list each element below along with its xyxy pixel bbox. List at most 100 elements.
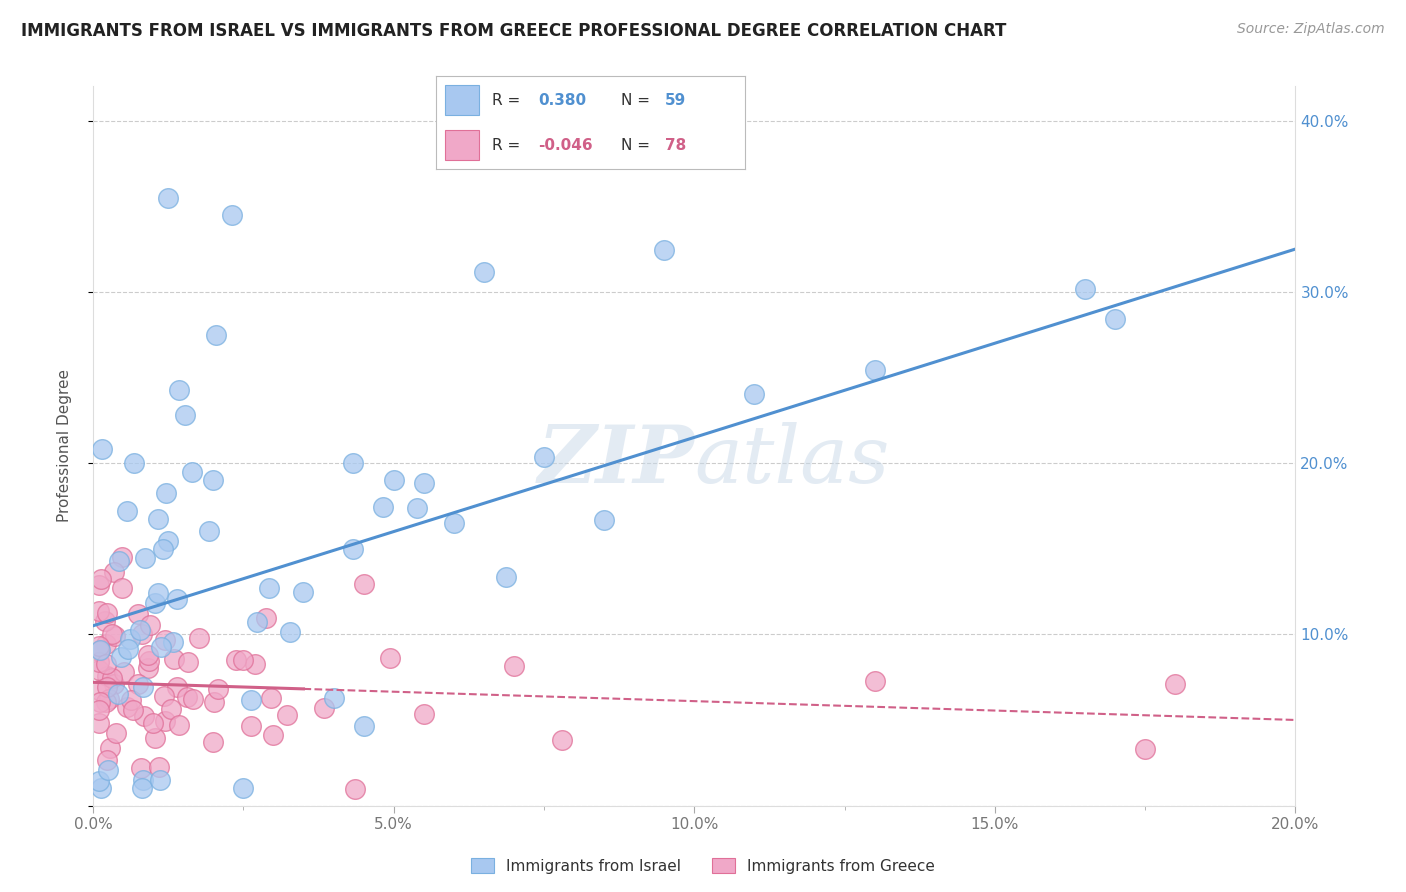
Text: IMMIGRANTS FROM ISRAEL VS IMMIGRANTS FROM GREECE PROFESSIONAL DEGREE CORRELATION: IMMIGRANTS FROM ISRAEL VS IMMIGRANTS FRO… <box>21 22 1007 40</box>
Point <box>472 265 495 279</box>
FancyBboxPatch shape <box>446 130 479 160</box>
Point <box>87 716 110 731</box>
Point <box>863 673 886 688</box>
Text: N =: N = <box>621 93 651 108</box>
Point <box>114 665 136 679</box>
Point <box>129 761 152 775</box>
Point <box>97 692 120 706</box>
Point <box>87 639 110 653</box>
Point <box>863 363 886 377</box>
Point <box>94 615 117 629</box>
Point <box>240 693 263 707</box>
Point <box>378 651 401 665</box>
Point <box>117 641 139 656</box>
Point <box>87 655 110 669</box>
Point <box>181 692 204 706</box>
Point <box>107 687 129 701</box>
Point <box>353 577 375 591</box>
Point <box>177 655 200 669</box>
Point <box>104 726 127 740</box>
Point <box>155 485 177 500</box>
Point <box>322 690 344 705</box>
Point <box>136 660 159 674</box>
Point <box>96 753 118 767</box>
Point <box>96 680 118 694</box>
Point <box>239 719 262 733</box>
Point <box>148 760 170 774</box>
Point <box>131 627 153 641</box>
Point <box>122 703 145 717</box>
Point <box>143 731 166 745</box>
Point <box>136 648 159 662</box>
Point <box>188 631 211 645</box>
Point <box>406 501 429 516</box>
Point <box>159 702 181 716</box>
Y-axis label: Professional Degree: Professional Degree <box>58 369 72 523</box>
Point <box>181 465 204 479</box>
Point <box>117 699 139 714</box>
Point <box>245 657 267 671</box>
Point <box>132 681 155 695</box>
Point <box>139 618 162 632</box>
Point <box>89 643 111 657</box>
Point <box>254 611 277 625</box>
Point <box>278 625 301 640</box>
Point <box>257 581 280 595</box>
Point <box>1074 282 1097 296</box>
Point <box>87 663 110 677</box>
Point <box>652 244 675 258</box>
Text: Source: ZipAtlas.com: Source: ZipAtlas.com <box>1237 22 1385 37</box>
Point <box>162 635 184 649</box>
Point <box>134 708 156 723</box>
Point <box>87 644 110 658</box>
Point <box>87 682 110 697</box>
Point <box>353 719 375 733</box>
Point <box>225 653 247 667</box>
Point <box>342 456 364 470</box>
Text: N =: N = <box>621 137 651 153</box>
Point <box>207 681 229 696</box>
Point <box>122 456 145 470</box>
Point <box>96 669 118 683</box>
Point <box>104 629 127 643</box>
Point <box>129 623 152 637</box>
Point <box>111 581 134 595</box>
Point <box>162 652 184 666</box>
Point <box>342 542 364 557</box>
Point <box>167 717 190 731</box>
Point <box>90 442 112 457</box>
Point <box>87 703 110 717</box>
Point <box>148 773 170 788</box>
Point <box>153 690 176 704</box>
Legend: Immigrants from Israel, Immigrants from Greece: Immigrants from Israel, Immigrants from … <box>465 852 941 880</box>
Point <box>110 649 132 664</box>
Point <box>94 657 117 672</box>
Point <box>87 644 110 658</box>
Point <box>87 578 110 592</box>
Point <box>142 716 165 731</box>
Point <box>111 550 134 565</box>
Point <box>127 607 149 622</box>
Point <box>412 707 434 722</box>
Point <box>292 584 315 599</box>
Point <box>132 772 155 787</box>
Point <box>166 680 188 694</box>
Point <box>443 516 465 530</box>
Point <box>232 781 254 796</box>
Text: ZIP: ZIP <box>537 422 695 500</box>
Point <box>1133 742 1156 756</box>
Point <box>153 633 176 648</box>
Point <box>138 654 160 668</box>
Point <box>533 450 555 464</box>
Point <box>96 607 118 621</box>
Point <box>96 695 118 709</box>
Point <box>344 781 367 796</box>
Text: atlas: atlas <box>695 422 890 500</box>
Point <box>205 327 228 342</box>
Point <box>201 474 224 488</box>
Point <box>127 676 149 690</box>
Point <box>131 781 153 796</box>
Point <box>101 671 124 685</box>
Point <box>412 475 434 490</box>
Point <box>100 627 122 641</box>
